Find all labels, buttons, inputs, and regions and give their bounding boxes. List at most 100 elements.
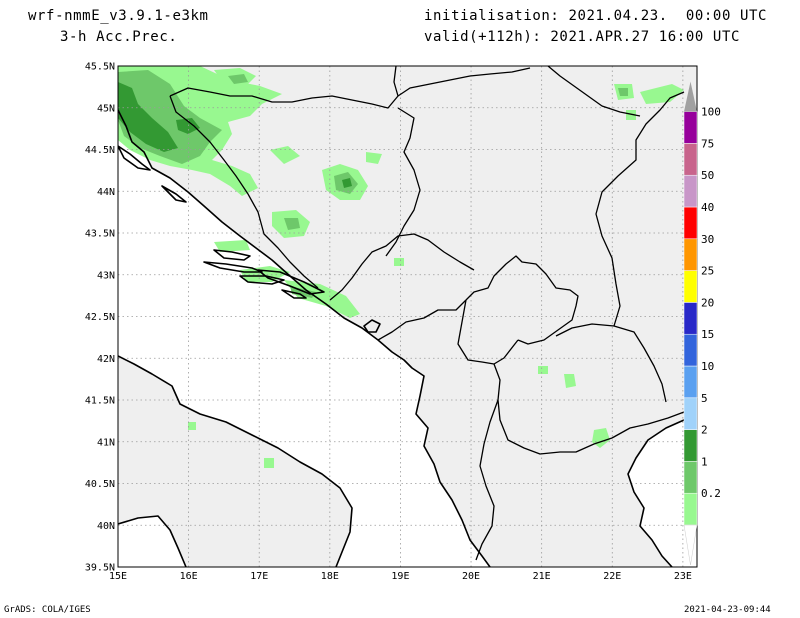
lat-tick-label: 41N <box>97 437 115 448</box>
border-albania-greece <box>475 399 499 561</box>
island-kornati <box>161 185 187 203</box>
precip-layer <box>118 66 684 468</box>
precip-patch <box>188 422 196 430</box>
lon-tick-label: 16E <box>180 571 198 582</box>
border-albania-macedonia <box>493 363 613 455</box>
colorbar-segment <box>683 111 698 144</box>
colorbar-segment <box>683 302 698 335</box>
init-time: initialisation: 2021.04.23. 00:00 UTC <box>424 8 768 24</box>
lon-tick-label: 19E <box>391 571 409 582</box>
precip-patch <box>264 458 274 468</box>
colorbar-segment <box>683 333 698 367</box>
colorbar-label: 1 <box>701 455 708 468</box>
colorbar-label: 30 <box>701 233 714 246</box>
colorbar-segment <box>683 174 698 208</box>
colorbar-label: 50 <box>701 169 714 182</box>
colorbar-label: 75 <box>701 137 714 150</box>
border-croatia-bosnia-south <box>169 95 319 289</box>
border-bosnia-montenegro <box>329 233 475 301</box>
border-albania-kosovo-macedonia <box>457 299 519 365</box>
latitude-labels: 45.5N 45N 44.5N 44N 43.5N 43N 42.5N 42N 41.5N 41N… <box>85 62 115 574</box>
bay-kotor <box>363 319 381 333</box>
colorbar-segment <box>683 429 698 462</box>
precip-patch <box>118 82 178 152</box>
lon-tick-label: 21E <box>533 571 551 582</box>
island-mljet <box>281 289 307 299</box>
precip-patch <box>394 258 404 266</box>
precip-patch <box>228 74 248 84</box>
field-name: 3-h Acc.Prec. <box>60 29 178 45</box>
model-name: wrf-nmmE_v3.9.1-e3km <box>28 8 209 24</box>
precip-patch <box>176 118 200 134</box>
border-group <box>169 66 697 561</box>
colorbar-segment <box>683 270 698 303</box>
valid-time: valid(+112h): 2021.APR.27 16:00 UTC <box>424 29 741 45</box>
precip-patch <box>270 146 300 164</box>
colorbar-label: 25 <box>701 265 714 278</box>
lat-tick-label: 44N <box>97 187 115 198</box>
peninsula-peljesac <box>257 269 325 295</box>
precip-patch <box>564 374 576 388</box>
colorbar-label: 2 <box>701 424 708 437</box>
coastline-italy <box>118 355 353 567</box>
lon-tick-label: 17E <box>250 571 268 582</box>
grads-credit: GrADS: COLA/IGES <box>4 605 91 615</box>
lon-tick-label: 22E <box>603 571 621 582</box>
colorbar-segment <box>683 143 698 176</box>
precip-patch <box>626 110 636 120</box>
precip-patch <box>640 84 684 104</box>
colorbar-label: 40 <box>701 201 714 214</box>
border-serbia-romania <box>547 66 641 117</box>
coastline-gulf-taranto <box>118 515 187 567</box>
island-brac <box>213 249 251 261</box>
colorbar-label: 10 <box>701 360 714 373</box>
island-dugi-otok <box>118 145 151 171</box>
lon-tick-label: 20E <box>462 571 480 582</box>
lon-tick-label: 18E <box>321 571 339 582</box>
precip-patch <box>214 240 250 252</box>
island-hvar <box>203 261 263 273</box>
colorbar-segment <box>683 397 698 430</box>
colorbar-label: 5 <box>701 392 708 405</box>
plot-timestamp: 2021-04-23-09:44 <box>684 605 771 615</box>
precip-patch <box>538 366 548 374</box>
coastline-aegean <box>627 409 697 567</box>
colorbar-overflow-triangle <box>684 81 697 112</box>
lat-tick-label: 43N <box>97 270 115 281</box>
border-montenegro-albania <box>377 299 467 341</box>
border-hungary-serbia <box>397 67 531 97</box>
lat-tick-label: 42N <box>97 354 115 365</box>
precip-patch <box>366 152 382 164</box>
lat-tick-label: 41.5N <box>85 396 115 407</box>
longitude-labels: 15E 16E 17E 18E 19E 20E 21E 22E 23E <box>109 571 692 582</box>
colorbar-segment <box>683 206 698 240</box>
colorbar-segment <box>683 365 698 399</box>
lat-tick-label: 40N <box>97 521 115 532</box>
colorbar-segment <box>683 238 698 271</box>
colorbar-label: 15 <box>701 328 714 341</box>
colorbar-segment <box>683 492 698 526</box>
lat-tick-label: 43.5N <box>85 229 115 240</box>
colorbar-label: 0.2 <box>701 487 721 500</box>
border-serbia-bulgaria <box>595 91 685 327</box>
colorbar-underflow-triangle <box>683 524 698 566</box>
precip-patch <box>618 88 628 96</box>
lat-tick-label: 44.5N <box>85 145 115 156</box>
border-bosnia-serbia <box>385 107 421 257</box>
border-croatia-bosnia-north <box>169 66 399 109</box>
lat-tick-label: 45.5N <box>85 62 115 73</box>
lon-tick-label: 23E <box>674 571 692 582</box>
border-serbia-kosovo <box>465 255 579 345</box>
precip-patch <box>284 218 300 230</box>
lon-tick-label: 15E <box>109 571 127 582</box>
lat-tick-label: 40.5N <box>85 479 115 490</box>
coastline-group <box>118 109 697 567</box>
colorbar-label: 100 <box>701 106 721 119</box>
precip-patch <box>342 178 352 188</box>
lat-tick-label: 45N <box>97 103 115 114</box>
lat-tick-label: 42.5N <box>85 312 115 323</box>
lat-tick-label: 39.5N <box>85 563 115 574</box>
